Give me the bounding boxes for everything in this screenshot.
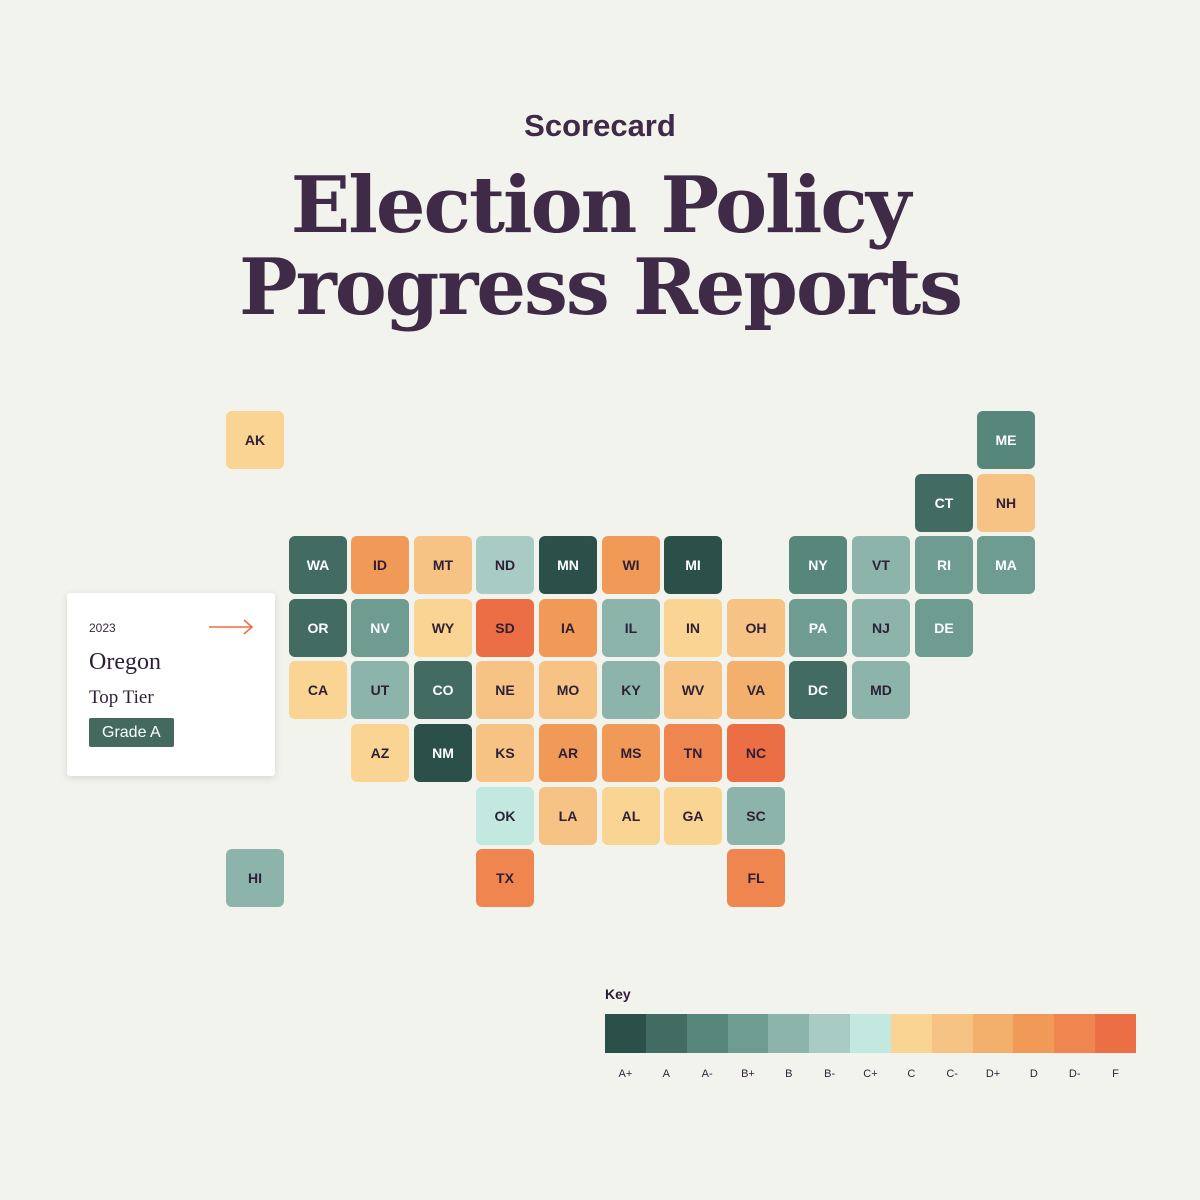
state-tile-wy[interactable]: WY — [414, 599, 472, 657]
key-label: C- — [946, 1068, 958, 1080]
state-tile-ct[interactable]: CT — [915, 474, 973, 532]
key-labels: A+ A A- B+ B B- C+ C C- D+ D D- F — [605, 1068, 1136, 1080]
key-title: Key — [605, 986, 631, 1002]
state-tile-ak[interactable]: AK — [226, 411, 284, 469]
key-label: C — [907, 1068, 916, 1080]
state-tile-md[interactable]: MD — [852, 661, 910, 719]
state-tile-me[interactable]: ME — [977, 411, 1035, 469]
state-tile-al[interactable]: AL — [602, 787, 660, 845]
state-tile-wv[interactable]: WV — [664, 661, 722, 719]
state-tile-wi[interactable]: WI — [602, 536, 660, 594]
state-tile-la[interactable]: LA — [539, 787, 597, 845]
kicker: Scorecard — [524, 108, 676, 143]
state-tile-de[interactable]: DE — [915, 599, 973, 657]
state-tile-or[interactable]: OR — [289, 599, 347, 657]
state-detail-card[interactable]: 2023 Oregon Top Tier Grade A — [67, 593, 275, 776]
key-swatch — [645, 1014, 687, 1053]
key-swatch — [850, 1014, 891, 1053]
key-swatch — [972, 1014, 1014, 1053]
state-tile-ut[interactable]: UT — [351, 661, 409, 719]
state-tile-nh[interactable]: NH — [977, 474, 1035, 532]
page-title: Election Policy Progress Reports — [0, 165, 1200, 329]
state-tile-co[interactable]: CO — [414, 661, 472, 719]
state-tile-mo[interactable]: MO — [539, 661, 597, 719]
key-swatch — [686, 1014, 728, 1053]
card-state-name: Oregon — [89, 649, 161, 675]
key-swatch — [931, 1014, 973, 1053]
state-tile-il[interactable]: IL — [602, 599, 660, 657]
state-tile-dc[interactable]: DC — [789, 661, 847, 719]
state-tile-mn[interactable]: MN — [539, 536, 597, 594]
key-swatch — [768, 1014, 810, 1053]
state-tile-ri[interactable]: RI — [915, 536, 973, 594]
key-swatch — [890, 1014, 932, 1053]
key-label: D — [1029, 1068, 1038, 1080]
state-tile-pa[interactable]: PA — [789, 599, 847, 657]
state-tile-tx[interactable]: TX — [476, 849, 534, 907]
arrow-right-icon[interactable] — [209, 619, 255, 635]
key-swatch — [1095, 1014, 1136, 1053]
state-tile-az[interactable]: AZ — [351, 724, 409, 782]
key-label: A+ — [618, 1068, 633, 1080]
state-tile-ca[interactable]: CA — [289, 661, 347, 719]
card-year: 2023 — [89, 621, 116, 635]
state-tile-tn[interactable]: TN — [664, 724, 722, 782]
state-tile-nc[interactable]: NC — [727, 724, 785, 782]
state-tile-nv[interactable]: NV — [351, 599, 409, 657]
key-swatch — [1013, 1014, 1055, 1053]
key-label: C+ — [863, 1068, 878, 1080]
state-tile-mi[interactable]: MI — [664, 536, 722, 594]
key-label: B- — [824, 1068, 836, 1080]
key-swatch — [809, 1014, 851, 1053]
state-tile-sc[interactable]: SC — [727, 787, 785, 845]
key-label: A — [662, 1068, 670, 1080]
key-label: A- — [701, 1068, 713, 1080]
state-tile-nj[interactable]: NJ — [852, 599, 910, 657]
state-tile-nd[interactable]: ND — [476, 536, 534, 594]
state-tile-nm[interactable]: NM — [414, 724, 472, 782]
key-label: D+ — [985, 1068, 1001, 1080]
state-tile-ne[interactable]: NE — [476, 661, 534, 719]
key-label: D- — [1068, 1068, 1081, 1080]
key-label: B — [785, 1068, 793, 1080]
card-grade-badge: Grade A — [89, 718, 174, 747]
state-tile-in[interactable]: IN — [664, 599, 722, 657]
state-tile-ia[interactable]: IA — [539, 599, 597, 657]
key-swatch — [605, 1014, 646, 1053]
state-tile-ms[interactable]: MS — [602, 724, 660, 782]
state-tile-ks[interactable]: KS — [476, 724, 534, 782]
title-line-2: Progress Reports — [238, 242, 963, 333]
state-tile-ma[interactable]: MA — [977, 536, 1035, 594]
title-line-1: Election Policy — [290, 160, 911, 251]
state-tile-fl[interactable]: FL — [727, 849, 785, 907]
key-color-bar — [605, 1014, 1136, 1053]
state-tile-ny[interactable]: NY — [789, 536, 847, 594]
state-tile-mt[interactable]: MT — [414, 536, 472, 594]
state-tile-oh[interactable]: OH — [727, 599, 785, 657]
key-label: F — [1112, 1068, 1119, 1080]
state-tile-sd[interactable]: SD — [476, 599, 534, 657]
state-tile-vt[interactable]: VT — [852, 536, 910, 594]
state-tile-ga[interactable]: GA — [664, 787, 722, 845]
key-label: B+ — [741, 1068, 755, 1080]
state-tile-ar[interactable]: AR — [539, 724, 597, 782]
state-tile-hi[interactable]: HI — [226, 849, 284, 907]
card-tier: Top Tier — [89, 687, 154, 708]
key-swatch — [1054, 1014, 1096, 1053]
state-tile-id[interactable]: ID — [351, 536, 409, 594]
key-swatch — [727, 1014, 769, 1053]
state-tile-ky[interactable]: KY — [602, 661, 660, 719]
state-tile-wa[interactable]: WA — [289, 536, 347, 594]
state-tile-va[interactable]: VA — [727, 661, 785, 719]
state-tile-ok[interactable]: OK — [476, 787, 534, 845]
